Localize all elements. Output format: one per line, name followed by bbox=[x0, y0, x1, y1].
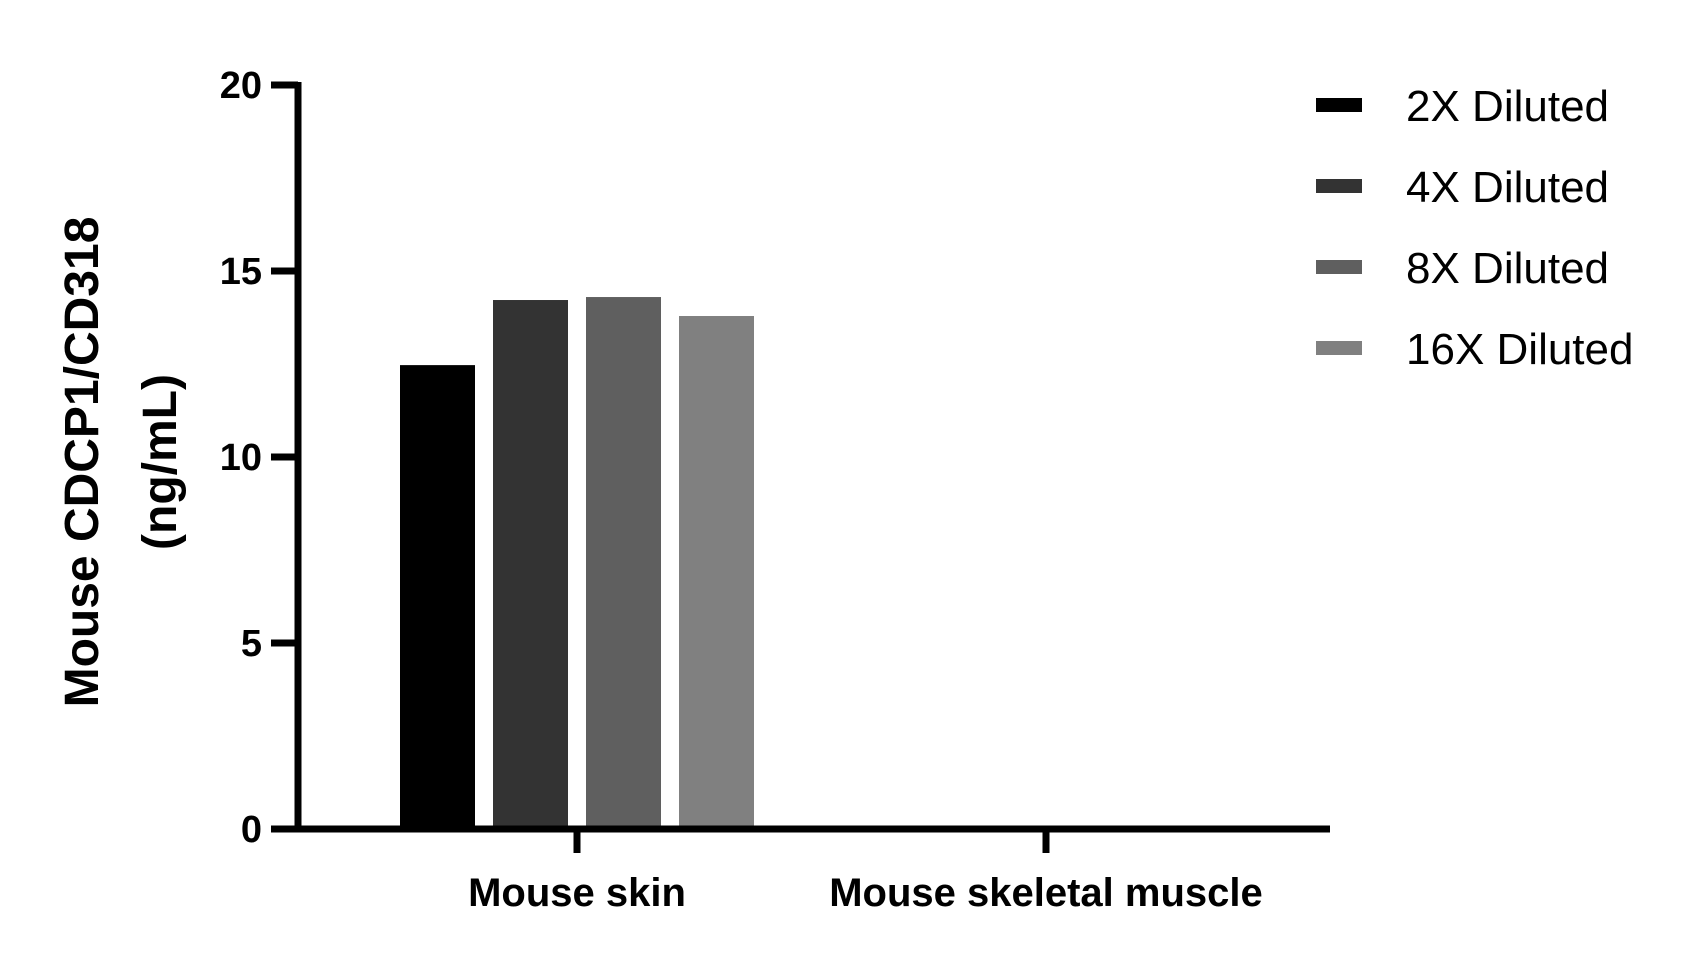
y-tick-label: 15 bbox=[220, 251, 262, 293]
legend-swatch bbox=[1316, 98, 1362, 112]
x-category-label: Mouse skin bbox=[468, 871, 686, 915]
y-tick-label: 5 bbox=[241, 623, 262, 665]
legend-label: 2X Diluted bbox=[1406, 82, 1609, 131]
legend-item: 8X Diluted bbox=[1316, 244, 1609, 293]
bar-8x-diluted-mouse-skin bbox=[586, 297, 661, 829]
legend-item: 16X Diluted bbox=[1316, 325, 1633, 374]
legend-label: 8X Diluted bbox=[1406, 244, 1609, 293]
x-category-label: Mouse skeletal muscle bbox=[829, 871, 1263, 915]
legend-label: 16X Diluted bbox=[1406, 325, 1633, 374]
legend-label: 4X Diluted bbox=[1406, 163, 1609, 212]
bar-16x-diluted-mouse-skin bbox=[679, 316, 754, 830]
legend-swatch bbox=[1316, 260, 1362, 274]
y-axis-title-line: (ng/mL) bbox=[134, 374, 187, 550]
legend-item: 2X Diluted bbox=[1316, 82, 1609, 131]
x-axis-ticks: Mouse skin Mouse skeletal muscle bbox=[468, 829, 1263, 915]
legend-swatch bbox=[1316, 179, 1362, 193]
legend-swatch bbox=[1316, 341, 1362, 355]
y-axis-title-line: Mouse CDCP1/CD318 bbox=[56, 217, 109, 708]
y-tick-label: 0 bbox=[241, 809, 262, 851]
y-axis-title: Mouse CDCP1/CD318 (ng/mL) bbox=[56, 217, 187, 708]
y-tick-label: 10 bbox=[220, 437, 262, 479]
legend: 2X Diluted 4X Diluted 8X Diluted 16X Dilute… bbox=[1316, 82, 1633, 374]
y-axis-ticks: 0 5 10 15 20 bbox=[220, 65, 298, 851]
bar-2x-diluted-mouse-skin bbox=[400, 365, 475, 829]
y-tick-label: 20 bbox=[220, 65, 262, 107]
bars-group bbox=[400, 297, 754, 830]
bar-4x-diluted-mouse-skin bbox=[493, 300, 568, 829]
legend-item: 4X Diluted bbox=[1316, 163, 1609, 212]
